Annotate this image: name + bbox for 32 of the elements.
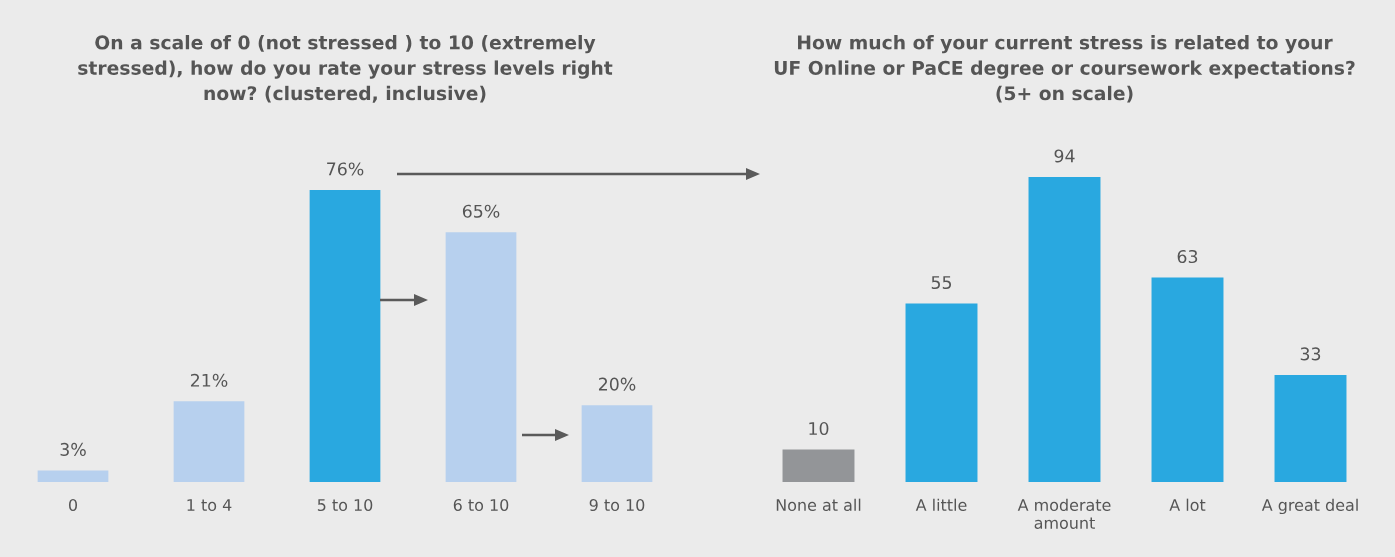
x-tick-label: A little [915,498,967,512]
data-label: 10 [809,421,829,436]
bar [782,449,855,482]
bar [1274,374,1347,482]
chart-title: On a scale of 0 (not stressed ) to 10 (extremely stressed), how do you rate your stress levels right now? (clustered, inclusive) [78,35,613,103]
data-label: 76% [327,162,364,176]
bar [1028,177,1101,482]
x-tick-label: 5 to 10 [317,498,373,512]
data-label: 65% [462,204,500,218]
x-tick-label: 6 to 10 [453,498,509,512]
x-tick-label: 1 to 4 [187,499,232,512]
x-tick-label: None at all [776,498,861,512]
bar [445,232,517,482]
data-label: 55 [931,276,952,290]
x-tick-label: A moderate amount [1017,498,1111,529]
chart-title: How much of your current stress is related to your UF Online or PaCE degree or coursework expectations? (5+ on scale) [774,35,1355,103]
x-tick-label: 0 [68,498,78,512]
data-label: 33 [1300,347,1321,361]
bar [581,405,653,482]
data-label: 63 [1177,249,1198,264]
data-label: 21% [190,373,228,387]
x-tick-label: A great deal [1261,498,1358,515]
x-tick-label: A lot [1169,498,1206,512]
data-label: 94 [1054,149,1075,163]
bar [1151,277,1224,482]
x-tick-label: 9 to 10 [589,498,645,512]
bar [173,401,245,482]
data-label: 20% [598,377,636,391]
bar [37,470,109,482]
bar [309,190,381,482]
bar [905,303,978,482]
data-label: 3% [60,442,86,456]
